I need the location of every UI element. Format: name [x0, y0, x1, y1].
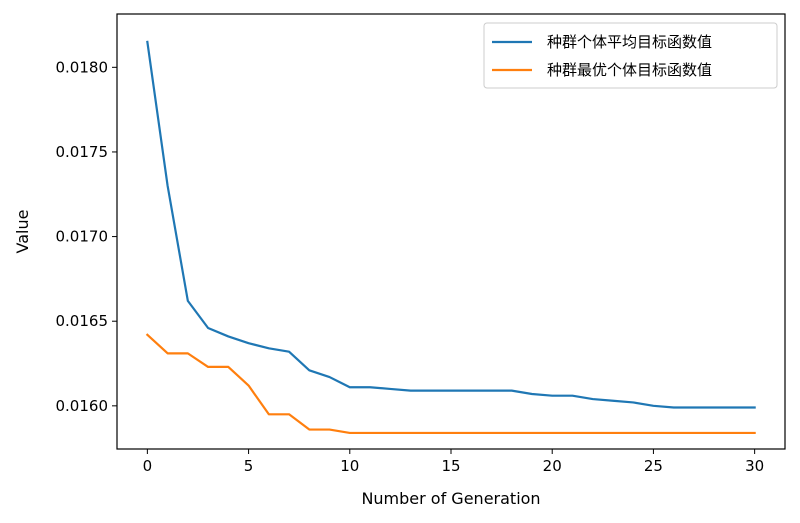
series-layer — [145, 40, 756, 435]
x-tick-label: 0 — [143, 457, 153, 475]
legend-label-average: 种群个体平均目标函数值 — [547, 33, 712, 51]
x-axis-label: Number of Generation — [361, 489, 540, 508]
y-tick-label: 0.0160 — [56, 397, 109, 415]
legend-label-best: 种群最优个体目标函数值 — [547, 61, 712, 79]
y-tick-label: 0.0175 — [56, 143, 109, 161]
x-axis: 0 5 10 15 20 25 30 — [143, 449, 764, 475]
x-tick-label: 5 — [244, 457, 254, 475]
y-tick-label: 0.0165 — [56, 312, 109, 330]
y-tick-label: 0.0180 — [56, 58, 109, 76]
y-tick-label: 0.0170 — [56, 228, 109, 246]
series-line-average — [146, 40, 756, 409]
legend-box — [483, 22, 778, 89]
x-tick-label: 15 — [441, 457, 460, 475]
series-line-best — [145, 333, 756, 435]
legend: 种群个体平均目标函数值 种群最优个体目标函数值 — [483, 22, 778, 89]
x-tick-label: 30 — [745, 457, 764, 475]
x-tick-label: 10 — [340, 457, 359, 475]
x-tick-label: 25 — [644, 457, 663, 475]
y-axis-label: Value — [13, 210, 32, 254]
y-axis: 0.0160 0.0165 0.0170 0.0175 0.0180 — [56, 58, 117, 415]
x-tick-label: 20 — [543, 457, 562, 475]
